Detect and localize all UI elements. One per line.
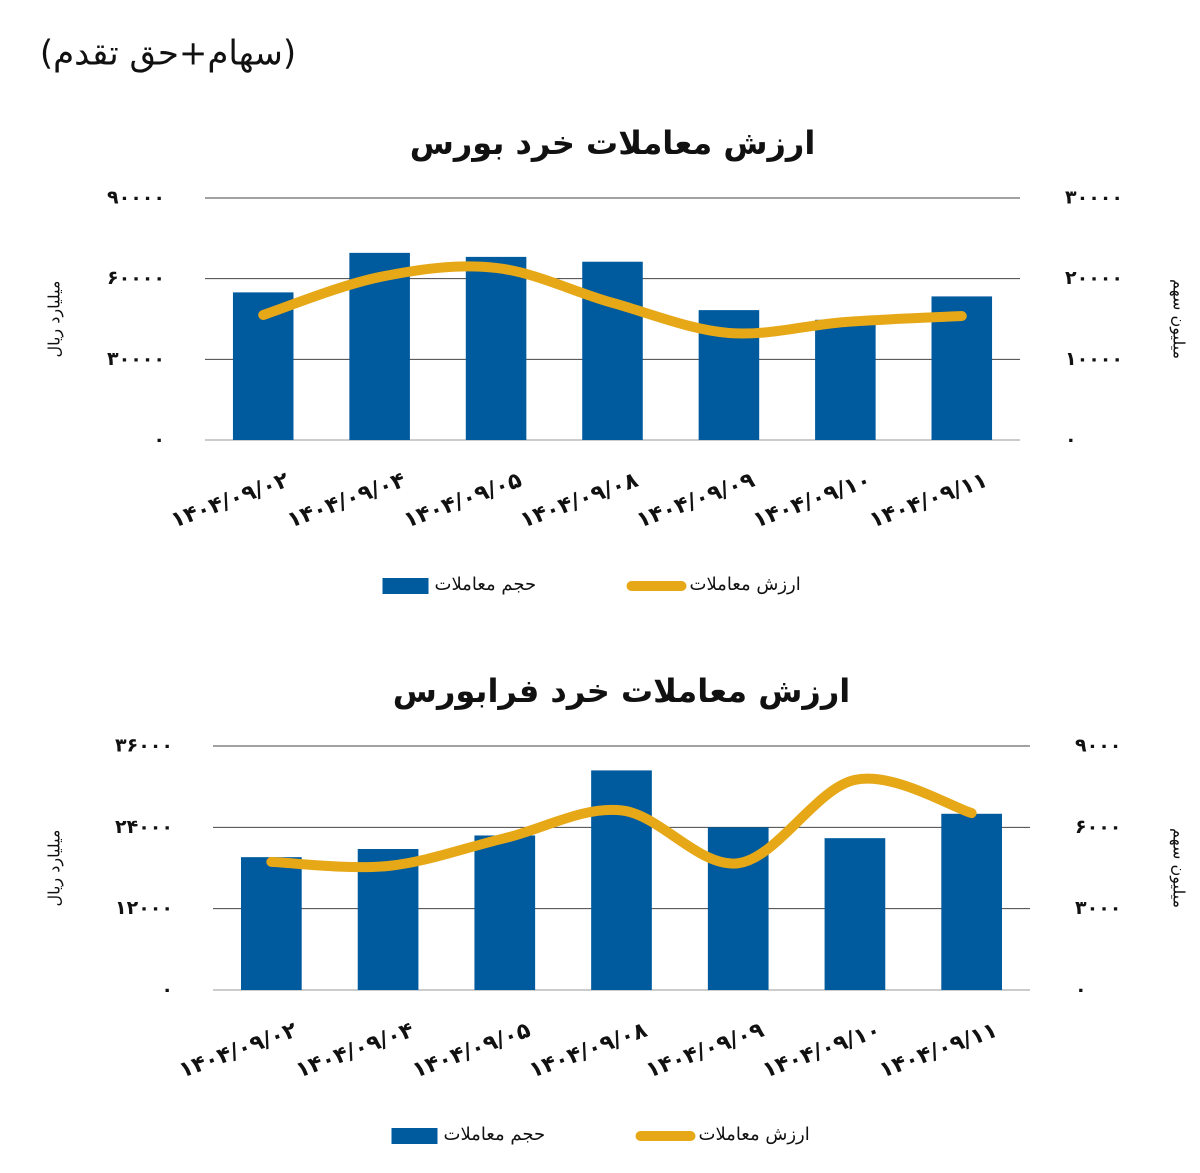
y-tick-label: ۹۰۰۰۰ <box>107 187 165 209</box>
bar <box>941 813 1002 990</box>
bar <box>357 849 419 990</box>
y2-tick-label: ۲۰۰۰۰ <box>1065 267 1123 289</box>
chart-title: ارزش معاملات خرد فرابورس <box>393 672 850 710</box>
x-tick-label: ۱۴۰۴/۰۹/۰۵ <box>401 468 526 534</box>
y-tick-label: ۳۰۰۰۰ <box>107 348 165 370</box>
x-tick-label: ۱۴۰۴/۰۹/۱۱ <box>876 1018 1001 1084</box>
bar <box>824 838 886 990</box>
y2-tick-label: ۳۰۰۰ <box>1075 897 1121 919</box>
y2-axis-title: میلیون سهم <box>1169 279 1189 359</box>
y2-tick-label: ۶۰۰۰ <box>1075 816 1121 838</box>
y-tick-label: ۲۴۰۰۰ <box>115 816 173 838</box>
x-tick-label: ۱۴۰۴/۰۹/۰۴ <box>293 1018 418 1084</box>
bar <box>241 857 302 990</box>
legend-swatch <box>382 578 429 594</box>
y-axis-title: میلیارد ریال <box>45 280 65 357</box>
x-tick-label: ۱۴۰۴/۰۹/۰۴ <box>284 468 409 534</box>
y2-tick-label: ۰ <box>1075 979 1087 1001</box>
y-tick-label: ۰ <box>153 429 165 451</box>
x-tick-label: ۱۴۰۴/۰۹/۰۸ <box>517 468 642 534</box>
y2-axis-title: میلیون سهم <box>1169 828 1189 908</box>
chart-title: ارزش معاملات خرد بورس <box>410 124 816 162</box>
y2-tick-label: ۹۰۰۰ <box>1075 735 1121 757</box>
y-axis-title: میلیارد ریال <box>45 829 65 906</box>
bar <box>465 256 527 440</box>
bar <box>582 261 643 440</box>
y-tick-label: ۱۲۰۰۰ <box>115 897 173 919</box>
y-tick-label: ۶۰۰۰۰ <box>107 267 165 289</box>
y2-tick-label: ۰ <box>1065 429 1077 451</box>
x-tick-label: ۱۴۰۴/۰۹/۱۰ <box>759 1018 884 1084</box>
legend-label: ارزش معاملات <box>699 1124 810 1145</box>
header: (سهام+حق تقدم) <box>40 34 296 74</box>
x-tick-label: ۱۴۰۴/۰۹/۰۵ <box>409 1018 534 1084</box>
x-tick-label: ۱۴۰۴/۰۹/۱۰ <box>750 468 875 534</box>
y2-tick-label: ۳۰۰۰۰ <box>1065 187 1123 209</box>
line <box>258 261 967 339</box>
bar <box>815 319 876 440</box>
x-tick-label: ۱۴۰۴/۰۹/۰۲ <box>176 1018 301 1084</box>
bar <box>591 770 652 990</box>
x-tick-label: ۱۴۰۴/۰۹/۱۱ <box>866 468 991 534</box>
x-tick-label: ۱۴۰۴/۰۹/۰۹ <box>633 468 758 534</box>
y-tick-label: ۰ <box>161 979 173 1001</box>
legend-label: حجم معاملات <box>444 1124 546 1145</box>
y-tick-label: ۳۶۰۰۰ <box>115 735 173 757</box>
legend-swatch <box>391 1128 438 1144</box>
legend-label: ارزش معاملات <box>690 574 801 595</box>
x-tick-label: ۱۴۰۴/۰۹/۰۲ <box>168 468 293 534</box>
legend-label: حجم معاملات <box>435 574 537 595</box>
y2-tick-label: ۱۰۰۰۰ <box>1065 348 1123 370</box>
line <box>266 773 977 873</box>
x-tick-label: ۱۴۰۴/۰۹/۰۹ <box>643 1018 768 1084</box>
x-tick-label: ۱۴۰۴/۰۹/۰۸ <box>526 1018 651 1084</box>
bar <box>474 835 536 990</box>
